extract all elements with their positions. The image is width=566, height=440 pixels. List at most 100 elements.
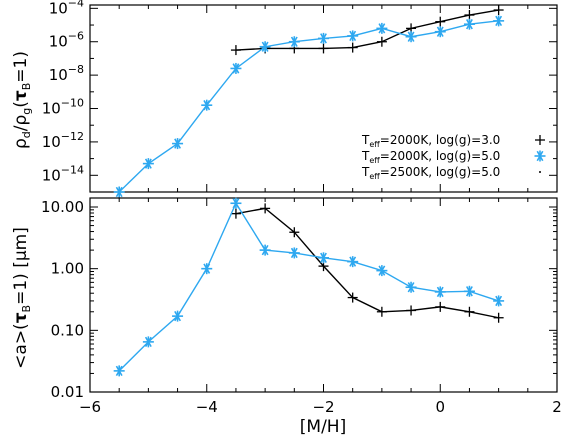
bottom-point-plus — [347, 292, 358, 303]
x-tick-label: −4 — [196, 398, 218, 416]
top-series-line — [235, 9, 499, 51]
tick-exponent: −14 — [61, 163, 84, 176]
bottom-y-tick-label: 10.00 — [41, 198, 84, 216]
top-point-star — [259, 41, 271, 53]
bottom-point-plus — [260, 203, 271, 214]
top-y-axis-label: ρd/ρg(τB=1) — [11, 51, 33, 149]
bottom-series-star — [113, 197, 505, 377]
x-tick-label: −2 — [312, 398, 334, 416]
bottom-point-plus — [464, 306, 475, 317]
top-point-plus — [493, 5, 504, 16]
legend-3-t: T — [361, 165, 370, 179]
top-y-tick-label: 10−4 — [49, 0, 84, 17]
bottom-series-plus — [230, 203, 504, 323]
top-point-star — [405, 31, 417, 43]
x-tick-label: 0 — [435, 398, 445, 416]
ylabel-sub-g: g — [20, 108, 33, 115]
bottom-point-star — [259, 244, 271, 256]
bottom-point-star — [405, 281, 417, 293]
top-point-plus — [230, 45, 241, 56]
bottom-point-plus — [230, 208, 241, 219]
x-tick-label: −6 — [79, 398, 101, 416]
legend-2-text: =2000K, log(g)=5.0 — [380, 149, 501, 163]
top-series-line — [118, 20, 499, 193]
legend-3-text: =2500K, log(g)=5.0 — [380, 165, 501, 179]
bottom-point-star — [113, 365, 125, 377]
legend-markers — [534, 135, 546, 173]
top-point-star — [201, 99, 213, 111]
bottom-point-star — [230, 197, 242, 209]
top-point-plus — [435, 16, 446, 27]
legend-entry-1: Teff=2000K, log(g)=3.0 — [361, 133, 500, 149]
bottom-point-star — [201, 263, 213, 275]
tick-exponent: −10 — [61, 97, 84, 110]
top-series-plus — [230, 5, 504, 56]
ylabel2-a: <a>( — [11, 323, 31, 369]
bottom-point-star — [288, 247, 300, 259]
top-y-tick-label: 10−12 — [42, 130, 84, 151]
svg-text:Teff=2000K, log(g)=3.0: Teff=2000K, log(g)=3.0 — [361, 133, 500, 149]
tick-base: 10 — [49, 66, 68, 84]
legend-entry-2: Teff=2000K, log(g)=5.0 — [361, 149, 500, 165]
top-point-star — [172, 138, 184, 150]
ylabel-tau: τ — [11, 90, 31, 101]
bottom-point-star — [172, 310, 184, 322]
ylabel-sub-b: B — [20, 83, 33, 91]
ylabel-rho-d: ρ — [11, 138, 31, 149]
bottom-point-star — [347, 256, 359, 268]
top-point-star — [493, 15, 505, 27]
bottom-point-plus — [376, 306, 387, 317]
top-point-plus — [464, 10, 475, 21]
bottom-point-plus — [493, 312, 504, 323]
ylabel2-tau: τ — [11, 312, 31, 323]
bottom-y-axis-label: <a>(τB=1) [μm] — [11, 227, 33, 369]
top-point-plus — [347, 42, 358, 53]
tick-base: 10 — [42, 133, 61, 151]
bottom-point-star — [493, 295, 505, 307]
legend-3-sub: eff — [369, 172, 380, 181]
svg-text:Teff=2000K, log(g)=5.0: Teff=2000K, log(g)=5.0 — [361, 149, 500, 165]
ylabel-sub-d: d — [20, 131, 33, 138]
tick-exponent: −4 — [68, 0, 84, 9]
top-point-star — [376, 22, 388, 34]
top-point-star — [113, 186, 125, 198]
tick-base: 10 — [42, 166, 61, 184]
bottom-point-star — [463, 285, 475, 297]
bottom-series-line — [235, 207, 499, 319]
ylabel2-unit: [μm] — [11, 227, 31, 273]
bottom-point-star — [318, 252, 329, 264]
legend: Teff=2000K, log(g)=3.0 Teff=2000K, log(g… — [361, 133, 546, 181]
legend-2-t: T — [361, 149, 370, 163]
top-point-star — [230, 62, 242, 74]
top-point-plus — [376, 36, 387, 47]
top-point-star — [434, 26, 446, 38]
legend-2-sub: eff — [369, 156, 380, 165]
ylabel-slash: / — [11, 125, 31, 131]
bottom-y-tick-label: 1.00 — [51, 260, 84, 278]
tick-exponent: −6 — [68, 30, 84, 43]
bottom-y-tick-label: 0.01 — [51, 383, 84, 401]
ylabel-close: =1) — [11, 51, 31, 83]
bottom-point-star — [434, 286, 446, 298]
tick-exponent: −8 — [68, 63, 84, 76]
bottom-series-line — [118, 201, 499, 372]
ylabel-rho-g: ρ — [11, 115, 31, 126]
top-y-tick-label: 10−14 — [42, 163, 84, 184]
ylabel2-close: =1) — [11, 273, 31, 305]
legend-1-text: =2000K, log(g)=3.0 — [380, 133, 501, 147]
top-y-tick-label: 10−6 — [49, 30, 84, 51]
legend-marker-plus — [535, 135, 545, 145]
legend-1-sub: eff — [369, 140, 380, 149]
top-y-tick-label: 10−8 — [49, 63, 84, 84]
svg-text:Teff=2500K, log(g)=5.0: Teff=2500K, log(g)=5.0 — [361, 165, 500, 181]
x-axis-label: [M/H] — [300, 417, 346, 437]
tick-base: 10 — [49, 33, 68, 51]
bottom-point-star — [376, 265, 388, 277]
ylabel-open: ( — [11, 101, 31, 108]
legend-1-t: T — [361, 133, 370, 147]
top-point-plus — [318, 43, 329, 54]
bottom-plot-frame — [89, 197, 558, 393]
top-point-star — [142, 158, 154, 170]
